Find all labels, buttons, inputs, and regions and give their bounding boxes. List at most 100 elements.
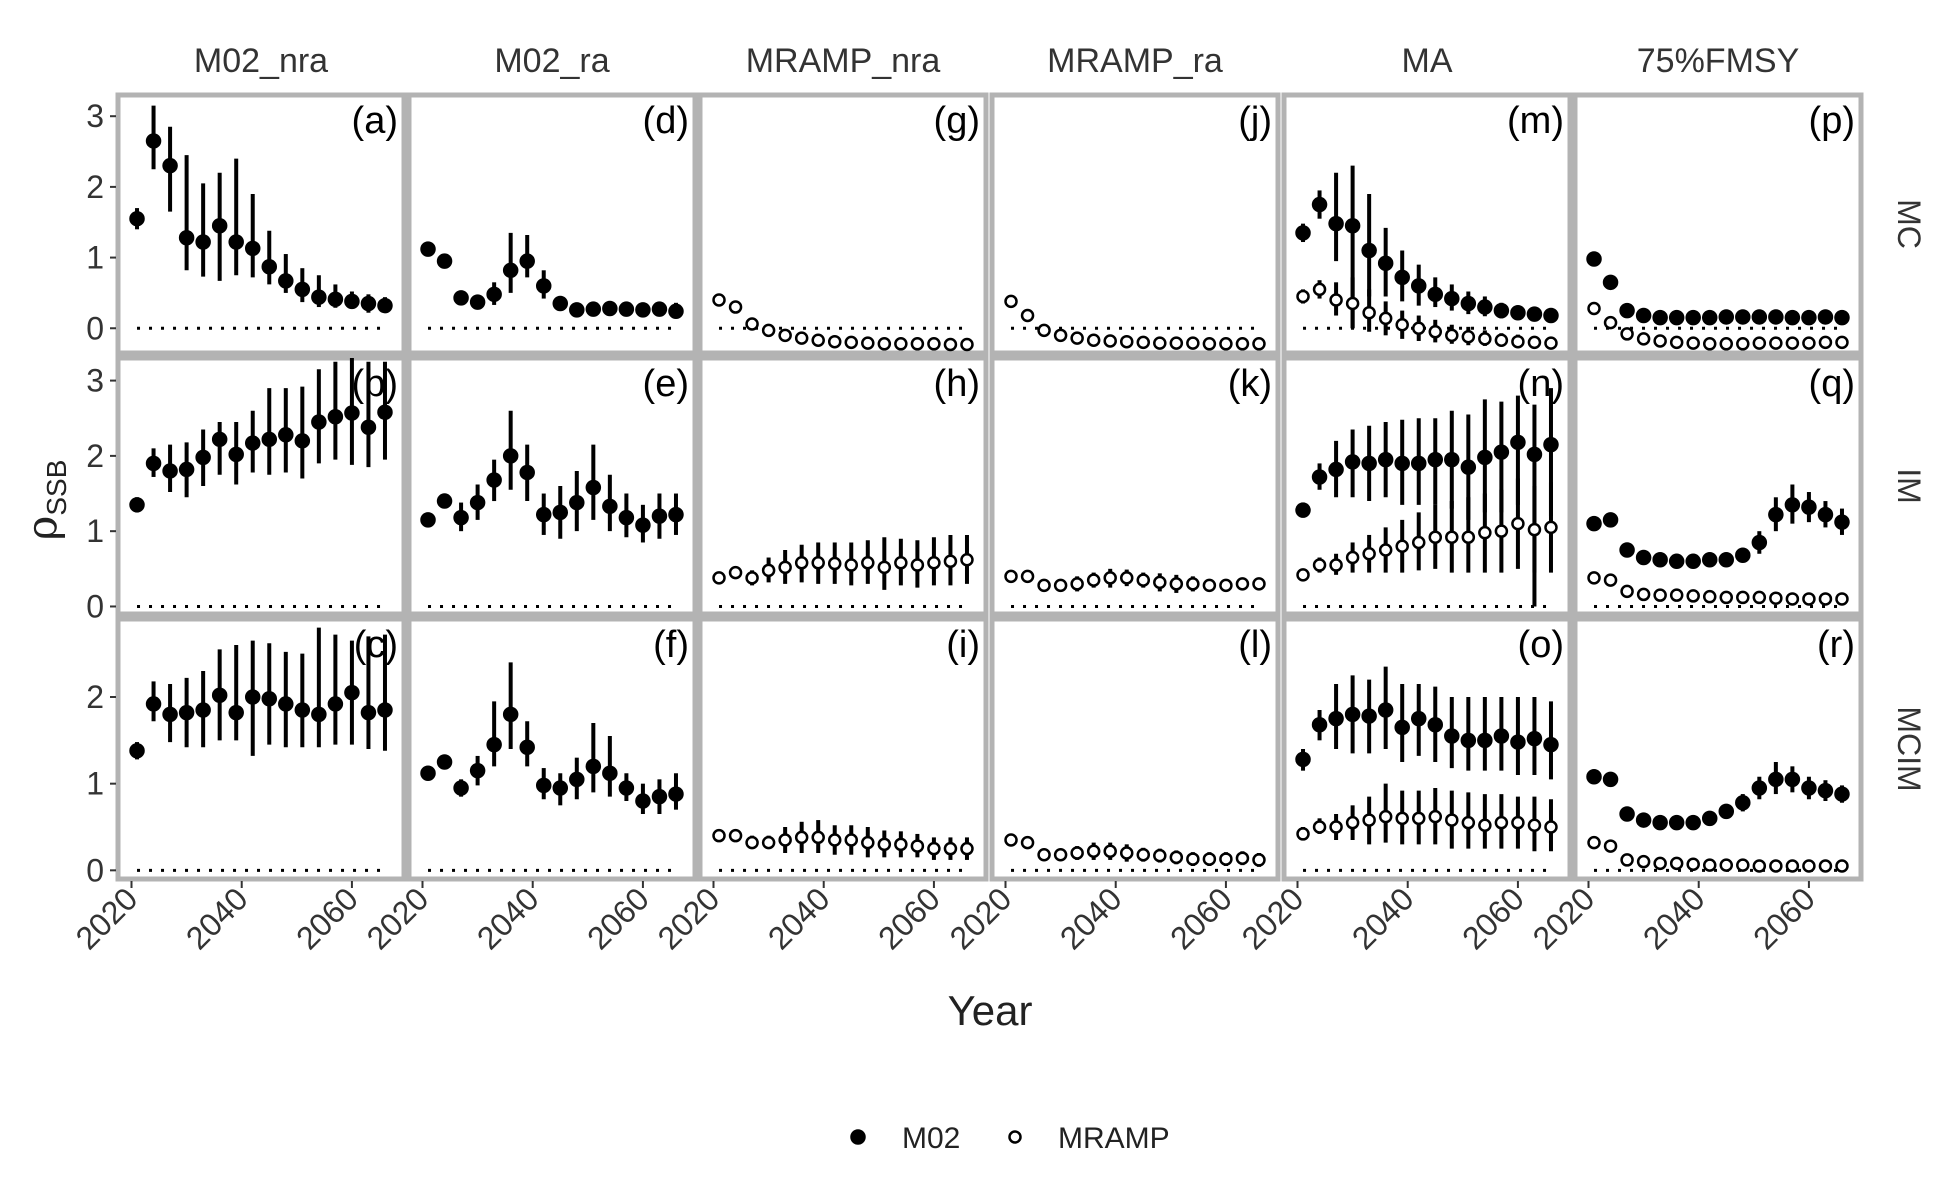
data-point — [1037, 578, 1051, 593]
data-point — [1037, 847, 1051, 862]
x-tick-label: 2040 — [761, 880, 837, 956]
data-point — [1361, 455, 1377, 472]
panel-border — [1281, 355, 1573, 617]
data-point — [278, 427, 294, 443]
series-mramp — [1296, 478, 1558, 582]
data-point — [1544, 820, 1558, 834]
data-point — [178, 230, 195, 246]
data-point — [1686, 336, 1700, 350]
data-point — [261, 431, 278, 448]
data-point — [1410, 710, 1427, 727]
panel: (b) — [115, 355, 407, 617]
data-point — [1602, 512, 1619, 528]
data-point — [1295, 751, 1311, 768]
data-point — [294, 281, 311, 298]
data-point — [1329, 293, 1343, 307]
data-point — [1527, 335, 1542, 350]
y-axes: 0 1 2 3 0 1 2 3 0 1 2 — [86, 98, 116, 888]
data-point — [1603, 315, 1618, 330]
data-point — [1834, 309, 1850, 326]
data-point — [1494, 333, 1509, 348]
x-tick-label: 2060 — [871, 880, 947, 956]
data-point — [943, 554, 958, 569]
panel-label: (h) — [934, 363, 980, 405]
data-point — [861, 556, 875, 570]
data-point — [1835, 592, 1849, 606]
data-point — [228, 234, 244, 250]
data-point — [1719, 858, 1734, 872]
data-point — [228, 446, 244, 463]
data-point — [1053, 847, 1068, 862]
data-point — [1053, 328, 1068, 343]
data-point — [1701, 309, 1718, 326]
data-point — [1818, 335, 1833, 350]
data-point — [618, 509, 635, 526]
data-point — [712, 571, 726, 585]
data-point — [960, 553, 974, 567]
series-m02 — [1295, 165, 1559, 329]
data-point — [1410, 278, 1427, 294]
data-point — [1444, 728, 1460, 744]
panel-label: (b) — [352, 363, 398, 405]
y-axis-title-main: ρ — [17, 516, 66, 541]
data-point — [453, 290, 469, 306]
data-point — [894, 337, 908, 351]
data-point — [794, 331, 809, 345]
data-point — [1186, 577, 1200, 591]
x-tick-label: 2040 — [1345, 880, 1421, 956]
data-point — [1619, 806, 1635, 822]
series-m02 — [1586, 484, 1850, 570]
data-point — [1835, 335, 1849, 350]
y-tick-label: 3 — [86, 98, 104, 134]
data-point — [927, 337, 941, 351]
data-point — [1202, 578, 1217, 593]
data-point — [294, 702, 311, 718]
data-point — [1070, 577, 1084, 591]
data-point — [1685, 553, 1701, 570]
data-point — [1296, 568, 1310, 582]
data-point — [311, 414, 327, 430]
data-point — [1736, 590, 1750, 605]
data-point — [1511, 516, 1525, 531]
panel-border — [115, 616, 407, 882]
data-point — [1669, 588, 1684, 602]
panel-border — [697, 355, 989, 617]
column-strips: M02_nra M02_ra MRAMP_nra MRAMP_ra MA 75%FMSY — [194, 42, 1799, 80]
data-point — [1620, 584, 1634, 599]
panel: (r) — [1572, 616, 1864, 882]
data-point — [1361, 708, 1377, 724]
data-point — [1445, 530, 1459, 544]
data-point — [877, 837, 892, 852]
y-tick-label: 0 — [86, 310, 104, 346]
data-point — [1834, 786, 1850, 802]
row-strip-label: MCIM — [1891, 706, 1927, 791]
x-tick-label: 2060 — [1746, 880, 1822, 956]
data-point — [1378, 311, 1393, 326]
data-point — [178, 704, 195, 721]
data-point — [1460, 459, 1477, 475]
series-m02 — [420, 410, 684, 543]
data-point — [844, 335, 859, 350]
data-point — [794, 830, 809, 845]
y-tick-label: 1 — [86, 240, 104, 276]
series-m02 — [1586, 762, 1850, 831]
data-point — [1543, 436, 1559, 453]
data-point — [1445, 813, 1459, 827]
data-point — [1652, 309, 1668, 326]
data-point — [794, 556, 809, 570]
panel-label: (j) — [1238, 100, 1272, 142]
data-point — [1312, 282, 1327, 297]
data-point — [1377, 702, 1394, 718]
data-point — [436, 754, 453, 770]
data-point — [1219, 337, 1233, 351]
data-point — [360, 704, 377, 721]
data-point — [1685, 309, 1701, 326]
panel-label: (o) — [1518, 624, 1564, 666]
data-point — [827, 556, 842, 571]
data-point — [1736, 337, 1750, 351]
data-point — [228, 704, 244, 721]
series-mramp — [712, 820, 974, 860]
panel-border — [697, 616, 989, 882]
data-point — [1445, 328, 1459, 343]
panel: (e) — [406, 355, 698, 617]
